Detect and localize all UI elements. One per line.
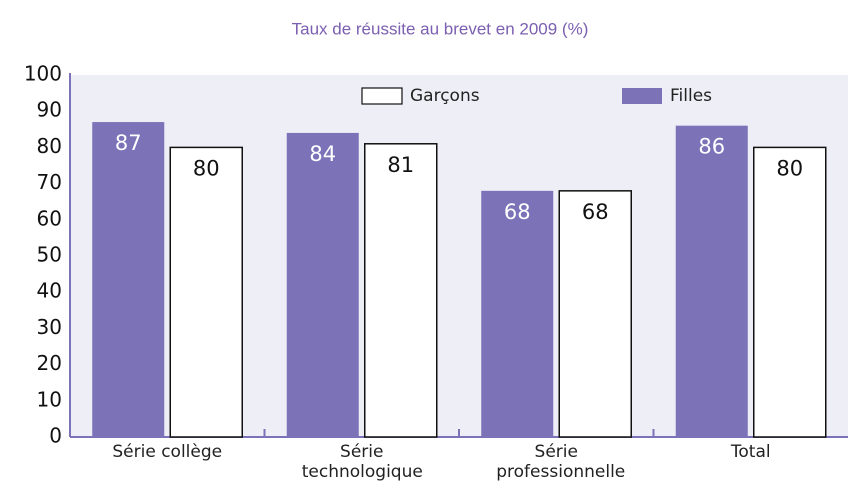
legend-label: Filles [670, 86, 712, 106]
bar [169, 146, 243, 438]
y-tick-label: 90 [37, 98, 62, 122]
y-tick-label: 20 [37, 351, 62, 375]
bar [481, 190, 554, 437]
bar [286, 132, 359, 438]
legend-label: Garçons [410, 86, 480, 106]
x-tick-label: Total [730, 442, 771, 462]
data-label: 68 [504, 200, 531, 224]
y-tick-label: 100 [24, 62, 62, 86]
legend-swatch [622, 88, 662, 104]
chart-title: Taux de réussite au brevet en 2009 (%) [292, 19, 589, 38]
bar [364, 143, 438, 438]
bar [675, 125, 748, 438]
bar [92, 122, 165, 437]
x-tick-label: Série collège [112, 442, 223, 462]
x-tick-label: Série technologique [301, 442, 423, 482]
y-tick-label: 10 [37, 387, 62, 411]
data-label: 81 [387, 153, 414, 177]
y-tick-label: 70 [37, 170, 62, 194]
y-tick-label: 40 [37, 279, 62, 303]
data-label: 68 [582, 200, 609, 224]
data-label: 86 [698, 135, 725, 159]
y-tick-label: 80 [37, 134, 62, 158]
legend-swatch [361, 87, 403, 105]
data-label: 80 [776, 156, 803, 180]
data-label: 80 [193, 156, 220, 180]
x-tick-label: Série professionnelle [496, 442, 626, 482]
data-label: 87 [115, 131, 142, 155]
y-tick-label: 50 [37, 243, 62, 267]
y-tick-label: 0 [49, 424, 62, 448]
y-tick-label: 60 [37, 206, 62, 230]
bar [558, 190, 632, 438]
bar [753, 146, 827, 438]
data-label: 84 [309, 142, 336, 166]
y-tick-label: 30 [37, 315, 62, 339]
